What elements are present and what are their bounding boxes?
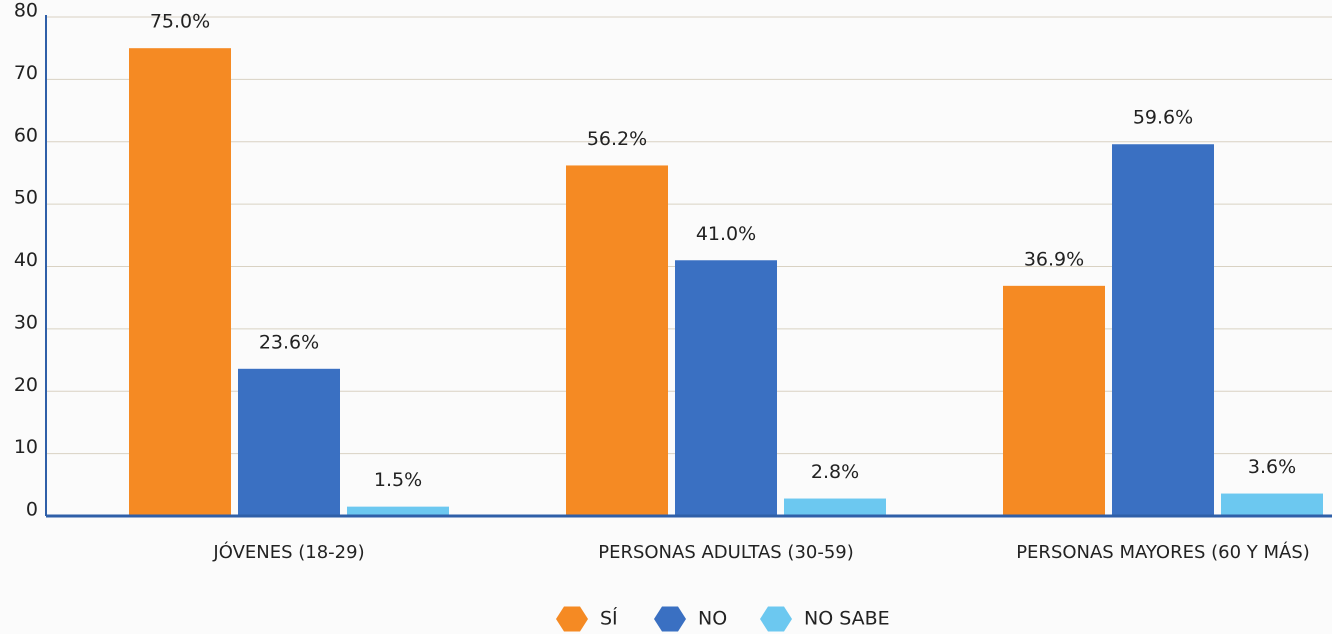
value-label: 1.5% [374, 469, 422, 491]
y-tick-label: 0 [26, 499, 38, 521]
y-tick-label: 70 [14, 62, 38, 84]
y-tick-label: 30 [14, 311, 38, 333]
value-label: 75.0% [150, 11, 210, 33]
bar [784, 498, 886, 516]
y-tick-label: 10 [14, 436, 38, 458]
bar [566, 165, 668, 516]
value-label: 3.6% [1248, 456, 1296, 478]
x-tick-label: JÓVENES (18-29) [212, 541, 364, 563]
bar [1112, 144, 1214, 516]
legend-label: NO SABE [804, 608, 890, 630]
value-label: 23.6% [259, 331, 319, 353]
value-label: 41.0% [696, 223, 756, 245]
y-tick-label: 60 [14, 124, 38, 146]
legend-marker [654, 606, 686, 632]
y-tick-label: 40 [14, 249, 38, 271]
bar [1221, 493, 1323, 516]
y-tick-label: 50 [14, 187, 38, 209]
bar [675, 260, 777, 516]
y-tick-label: 80 [14, 0, 38, 22]
legend-marker [760, 606, 792, 632]
value-label: 36.9% [1024, 248, 1084, 270]
bar [238, 368, 340, 516]
legend-label: SÍ [600, 607, 618, 630]
bar [347, 506, 449, 516]
y-tick-label: 20 [14, 374, 38, 396]
value-label: 2.8% [811, 461, 859, 483]
bar [1003, 285, 1105, 516]
x-tick-label: PERSONAS MAYORES (60 Y MÁS) [1016, 541, 1310, 563]
x-tick-label: PERSONAS ADULTAS (30-59) [598, 542, 854, 563]
value-label: 56.2% [587, 128, 647, 150]
legend-label: NO [698, 608, 727, 630]
value-label: 59.6% [1133, 107, 1193, 129]
bar [129, 48, 231, 516]
legend-marker [556, 606, 588, 632]
